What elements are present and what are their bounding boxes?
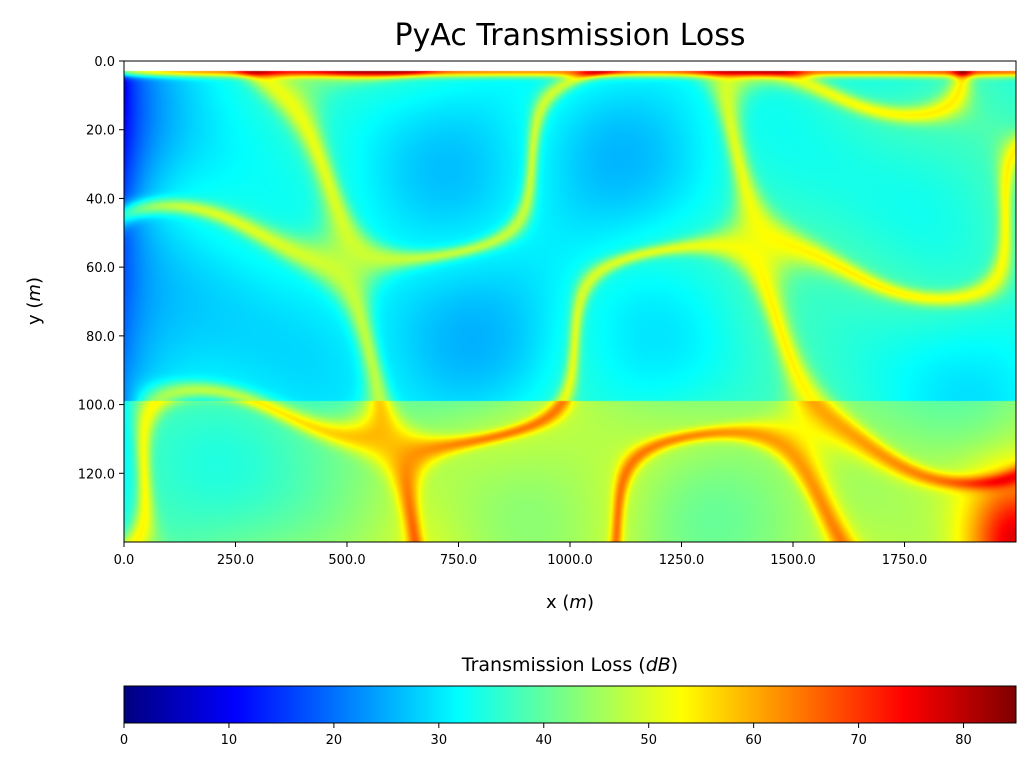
colorbar-tick-label: 40 <box>535 733 552 748</box>
colorbar-tick-label: 30 <box>431 733 448 748</box>
heatmap-image-wrapper <box>124 61 1016 542</box>
plot-area <box>123 60 1017 543</box>
colorbar-tick-label: 0 <box>120 733 128 748</box>
colorbar: Transmission Loss (dB) 0 10 20 30 40 50 60 70 80 <box>120 654 1017 748</box>
x-tick-label: 1500.0 <box>770 553 816 568</box>
y-axis-label: y (m) <box>24 277 45 325</box>
colorbar-tick-label: 20 <box>326 733 343 748</box>
y-tick-label: 60.0 <box>86 261 115 276</box>
heatmap-image <box>124 61 1016 542</box>
x-tick-label: 500.0 <box>328 553 365 568</box>
colorbar-tick-label: 70 <box>850 733 867 748</box>
colorbar-ticks: 0 10 20 30 40 50 60 70 80 <box>120 723 972 748</box>
y-tick-label: 0.0 <box>94 55 115 70</box>
x-axis-label: x (m) <box>546 592 594 613</box>
x-tick-label: 1000.0 <box>547 553 593 568</box>
colorbar-title: Transmission Loss (dB) <box>461 654 678 676</box>
chart-title: PyAc Transmission Loss <box>394 18 745 53</box>
x-tick-label: 250.0 <box>217 553 254 568</box>
x-tick-label: 0.0 <box>114 553 135 568</box>
colorbar-gradient <box>123 685 1017 724</box>
y-tick-label: 80.0 <box>86 330 115 345</box>
colorbar-tick-label: 10 <box>221 733 238 748</box>
y-tick-label: 100.0 <box>78 399 115 414</box>
y-axis: 0.0 20.0 40.0 60.0 80.0 100.0 120.0 <box>78 55 124 482</box>
colorbar-tick-label: 80 <box>955 733 972 748</box>
colorbar-tick-label: 50 <box>640 733 657 748</box>
x-tick-label: 750.0 <box>440 553 477 568</box>
y-tick-label: 40.0 <box>86 192 115 207</box>
y-tick-label: 120.0 <box>78 467 115 482</box>
colorbar-tick-label: 60 <box>745 733 762 748</box>
x-axis: 0.0 250.0 500.0 750.0 1000.0 1250.0 1500.0 1750… <box>114 542 928 568</box>
x-tick-label: 1250.0 <box>659 553 705 568</box>
y-tick-label: 20.0 <box>86 124 115 139</box>
x-tick-label: 1750.0 <box>882 553 928 568</box>
